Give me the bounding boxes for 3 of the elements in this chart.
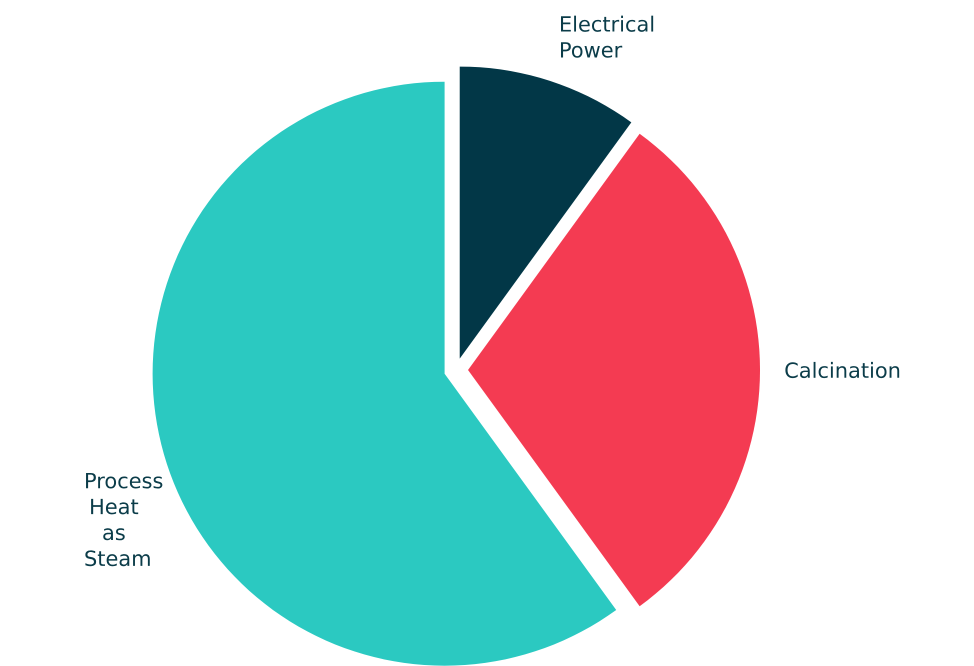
slice-label: Electrical Power xyxy=(560,16,654,58)
slice-label: Process Heat as Steam xyxy=(85,472,162,566)
slice-label: Calcination xyxy=(785,362,900,378)
